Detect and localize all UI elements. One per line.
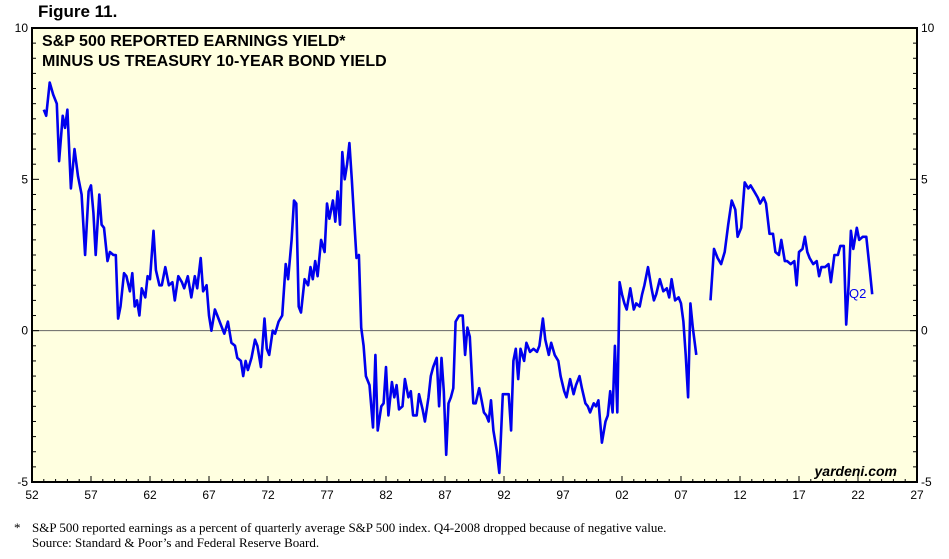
x-tick-label: 77 xyxy=(320,488,334,502)
series-layer xyxy=(42,81,874,475)
x-tick-label: 62 xyxy=(143,488,157,502)
y-tick-label-right: 5 xyxy=(921,172,928,186)
footnote-marker: * xyxy=(14,520,21,535)
y-tick-label-left: 10 xyxy=(15,21,29,35)
series-line-segment xyxy=(709,181,874,326)
y-tick-label-left: 5 xyxy=(21,172,28,186)
footnote-line-1: * S&P 500 reported earnings as a percent … xyxy=(14,520,666,535)
x-tick-label: 02 xyxy=(615,488,629,502)
y-tick-label-left: -5 xyxy=(17,475,28,489)
footnote-text: S&P 500 reported earnings as a percent o… xyxy=(32,520,667,535)
x-tick-label: 67 xyxy=(202,488,216,502)
x-tick-label: 12 xyxy=(733,488,747,502)
credit-label: yardeni.com xyxy=(814,463,897,479)
x-tick-label: 97 xyxy=(556,488,570,502)
series-line-segment xyxy=(42,81,698,475)
chart-title: S&P 500 REPORTED EARNINGS YIELD* xyxy=(42,33,346,50)
x-tick-label: 07 xyxy=(674,488,688,502)
chart-subtitle: MINUS US TREASURY 10-YEAR BOND YIELD xyxy=(42,53,387,70)
plot-background xyxy=(32,28,917,482)
x-tick-label: 87 xyxy=(438,488,452,502)
x-tick-label: 22 xyxy=(851,488,865,502)
x-tick-label: 57 xyxy=(84,488,98,502)
footnote-source: Source: Standard & Poor’s and Federal Re… xyxy=(32,535,320,550)
y-tick-label-right: 10 xyxy=(921,21,935,35)
plot-frame xyxy=(31,27,918,483)
x-tick-label: 17 xyxy=(792,488,806,502)
x-tick-label: 72 xyxy=(261,488,275,502)
end-point-label: Q2 xyxy=(849,286,867,301)
y-tick-label-right: 0 xyxy=(921,324,928,338)
figure-label: Figure 11. xyxy=(38,2,118,21)
footnote: * S&P 500 reported earnings as a percent … xyxy=(14,520,666,550)
x-tick-label: 92 xyxy=(497,488,511,502)
y-tick-label-left: 0 xyxy=(21,324,28,338)
x-tick-label: 52 xyxy=(25,488,39,502)
x-tick-label: 82 xyxy=(379,488,393,502)
y-tick-label-right: -5 xyxy=(921,475,932,489)
x-tick-label: 27 xyxy=(910,488,924,502)
